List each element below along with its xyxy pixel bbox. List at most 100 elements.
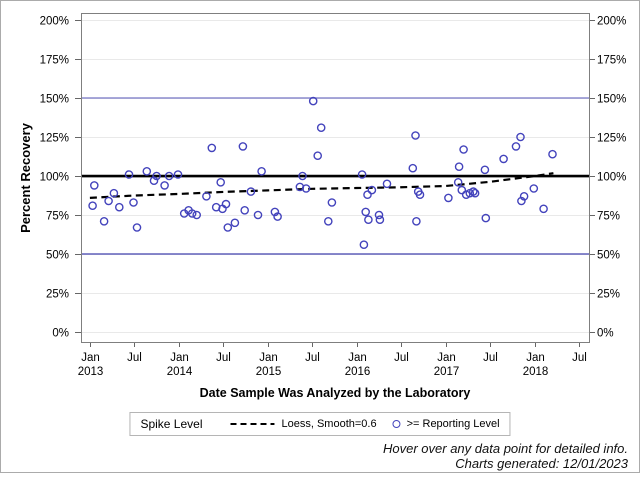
data-point[interactable] <box>359 240 369 249</box>
plot-frame <box>81 13 590 343</box>
data-point[interactable] <box>453 177 463 187</box>
x-tick-label-month: Jan <box>259 352 278 364</box>
data-point[interactable] <box>238 142 248 151</box>
y-tick-label-left: 175% <box>40 55 69 67</box>
x-tick-label-month: Jul <box>127 352 142 364</box>
data-point[interactable] <box>415 190 425 199</box>
data-point[interactable] <box>357 170 367 179</box>
data-point[interactable] <box>223 223 233 232</box>
data-point[interactable] <box>444 193 453 203</box>
legend: Spike Level Loess, Smooth=0.6 >= Reporti… <box>129 412 511 436</box>
data-point[interactable] <box>115 202 124 212</box>
reference-lines <box>81 97 589 255</box>
legend-item-loess: Loess, Smooth=0.6 <box>230 418 377 430</box>
x-tick-label-month: Jan <box>348 352 367 364</box>
data-point[interactable] <box>470 188 480 198</box>
data-point[interactable] <box>511 142 521 151</box>
y-tick-label-left: 0% <box>52 328 69 340</box>
data-point[interactable] <box>221 199 231 209</box>
data-point[interactable] <box>207 143 217 153</box>
data-point[interactable] <box>323 216 333 226</box>
scatter-plot: 0% 0% 25% 25% 50% 50% 75% 75% 100% 100% 125% 125% 15… <box>18 13 626 400</box>
data-point[interactable] <box>132 223 142 232</box>
x-tick-label-month: Jan <box>170 352 189 364</box>
data-point[interactable] <box>457 185 467 195</box>
data-point[interactable] <box>104 196 113 206</box>
data-point[interactable] <box>257 166 266 176</box>
data-point[interactable] <box>316 123 326 132</box>
data-point[interactable] <box>216 177 225 187</box>
data-point[interactable] <box>90 181 99 190</box>
data-point[interactable] <box>230 218 240 228</box>
data-point[interactable] <box>313 151 323 160</box>
y-tick-label-left: 200% <box>40 16 69 28</box>
y-tick-label-right: 175% <box>597 55 626 67</box>
data-point[interactable] <box>109 188 119 198</box>
data-point[interactable] <box>412 216 421 226</box>
data-point[interactable] <box>375 215 385 224</box>
y-tick-label-right: 125% <box>597 133 626 145</box>
legend-title: Spike Level <box>140 417 203 431</box>
data-point[interactable] <box>327 198 337 207</box>
data-point[interactable] <box>519 191 529 201</box>
x-tick-label-year: 2016 <box>345 366 371 378</box>
data-point[interactable] <box>308 96 318 106</box>
data-point[interactable] <box>480 165 490 175</box>
y-tick-label-right: 100% <box>597 172 626 184</box>
data-point[interactable] <box>367 185 377 195</box>
data-point[interactable] <box>301 184 311 193</box>
data-point[interactable] <box>253 210 263 220</box>
data-point[interactable] <box>548 149 557 159</box>
data-point[interactable] <box>499 154 508 164</box>
x-tick-label-year: 2015 <box>256 366 282 378</box>
data-point[interactable] <box>454 162 464 171</box>
data-point[interactable] <box>273 212 282 221</box>
data-point[interactable] <box>363 190 372 199</box>
x-tick-label-month: Jul <box>483 352 498 364</box>
data-point[interactable] <box>124 170 134 179</box>
data-point[interactable] <box>88 201 97 210</box>
data-point[interactable] <box>374 210 384 220</box>
data-point[interactable] <box>99 216 109 226</box>
data-point[interactable] <box>364 215 373 224</box>
data-point[interactable] <box>411 131 420 140</box>
data-point[interactable] <box>192 210 201 220</box>
data-point[interactable] <box>142 166 152 176</box>
legend-item-loess-label: Loess, Smooth=0.6 <box>281 418 377 430</box>
data-point[interactable] <box>539 204 548 214</box>
y-tick-label-right: 75% <box>597 211 620 223</box>
data-point[interactable] <box>361 207 371 217</box>
data-point[interactable] <box>516 132 525 142</box>
data-point[interactable] <box>270 207 280 217</box>
data-point[interactable] <box>481 213 491 223</box>
x-axis-title: Date Sample Was Analyzed by the Laborato… <box>200 386 471 400</box>
data-point[interactable] <box>246 187 256 196</box>
y-tick-label-right: 200% <box>597 16 626 28</box>
x-tick-label-year: 2017 <box>434 366 460 378</box>
x-tick-label-month: Jan <box>81 352 100 364</box>
data-point[interactable] <box>240 205 249 215</box>
data-point[interactable] <box>149 176 159 185</box>
y-axis-title: Percent Recovery <box>18 122 33 233</box>
data-point[interactable] <box>529 184 539 193</box>
x-tick-label-month: Jul <box>572 352 587 364</box>
open-circle-marker-icon <box>392 420 401 428</box>
data-point[interactable] <box>152 171 161 181</box>
data-point[interactable] <box>408 163 418 173</box>
data-point[interactable] <box>160 181 169 190</box>
data-point[interactable] <box>173 170 183 179</box>
plot-frame-border <box>81 13 590 343</box>
data-point[interactable] <box>202 191 211 201</box>
data-point[interactable] <box>459 145 468 154</box>
x-tick-label-month: Jul <box>394 352 409 364</box>
data-point[interactable] <box>298 171 307 181</box>
data-point[interactable] <box>164 171 174 181</box>
legend-item-reporting-level: >= Reporting Level <box>392 418 500 430</box>
data-point[interactable] <box>129 198 138 207</box>
data-point[interactable] <box>187 209 197 218</box>
data-point[interactable] <box>468 187 478 196</box>
data-point[interactable] <box>382 179 392 189</box>
x-tick-label-month: Jan <box>437 352 456 364</box>
data-point[interactable] <box>517 196 526 206</box>
